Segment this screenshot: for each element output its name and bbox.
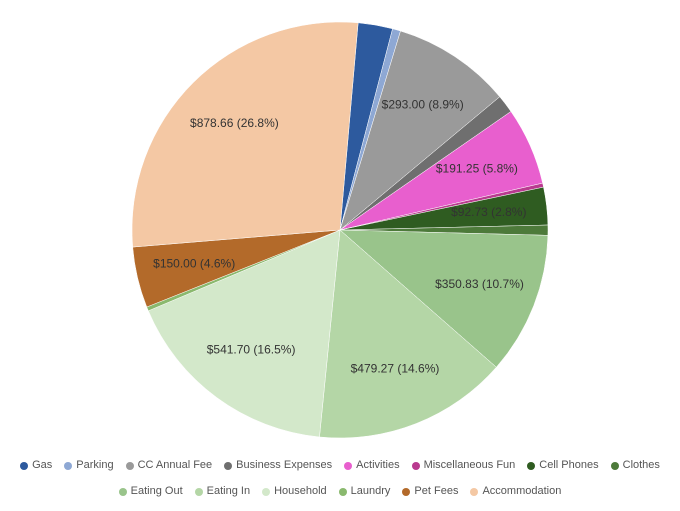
pie-chart: $293.00 (8.9%) $191.25 (5.8%) $92.73 (2.8%… [0,0,680,511]
slice-label: $479.27 (14.6%) [351,361,440,375]
legend-label: Accommodation [482,485,561,497]
slice-label: $150.00 (4.6%) [153,256,235,270]
legend-label: Clothes [623,459,660,471]
legend-swatch [195,488,203,496]
legend-item: Activities [344,457,399,475]
legend-item: Eating Out [119,483,183,501]
legend-item: Laundry [339,483,391,501]
legend-label: Gas [32,459,52,471]
legend-swatch [470,488,478,496]
legend-label: CC Annual Fee [138,459,213,471]
legend-item: Gas [20,457,52,475]
legend-item: Accommodation [470,483,561,501]
legend-item: Household [262,483,327,501]
legend-label: Household [274,485,327,497]
legend-label: Eating Out [131,485,183,497]
legend-swatch [126,462,134,470]
legend-item: Clothes [611,457,660,475]
legend-label: Pet Fees [414,485,458,497]
legend-swatch [119,488,127,496]
slice-label: $878.66 (26.8%) [190,116,279,130]
legend-item: Pet Fees [402,483,458,501]
legend-label: Miscellaneous Fun [424,459,516,471]
legend-item: Eating In [195,483,250,501]
legend-swatch [64,462,72,470]
legend-item: Parking [64,457,113,475]
legend-swatch [339,488,347,496]
legend-label: Eating In [207,485,250,497]
legend-label: Parking [76,459,113,471]
legend-swatch [344,462,352,470]
legend-label: Laundry [351,485,391,497]
chart-legend: Gas Parking CC Annual Fee Business Expenses… [0,452,680,503]
slice-label: $293.00 (8.9%) [382,97,464,111]
slice-label: $191.25 (5.8%) [436,162,518,176]
legend-swatch [402,488,410,496]
legend-swatch [412,462,420,470]
legend-label: Business Expenses [236,459,332,471]
legend-label: Activities [356,459,399,471]
legend-swatch [224,462,232,470]
pie-chart-container: $293.00 (8.9%) $191.25 (5.8%) $92.73 (2.8%… [0,0,680,511]
legend-swatch [20,462,28,470]
legend-item: Miscellaneous Fun [412,457,516,475]
legend-item: Business Expenses [224,457,332,475]
legend-label: Cell Phones [539,459,598,471]
slice-label: $350.83 (10.7%) [435,277,524,291]
slice-label: $92.73 (2.8%) [451,205,526,219]
pie-slice [132,22,358,247]
legend-swatch [262,488,270,496]
slice-label: $541.70 (16.5%) [207,343,296,357]
legend-swatch [527,462,535,470]
legend-swatch [611,462,619,470]
legend-item: CC Annual Fee [126,457,213,475]
legend-item: Cell Phones [527,457,598,475]
